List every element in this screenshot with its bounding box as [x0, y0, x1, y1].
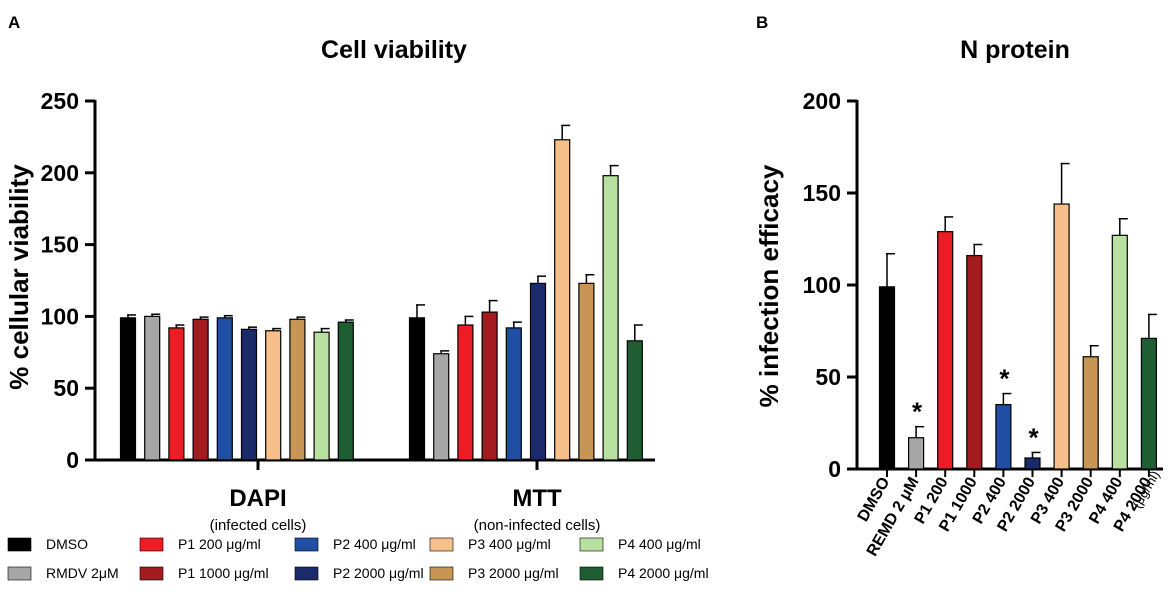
- bar-p4-400: [1111, 234, 1128, 470]
- panel-b-title: N protein: [960, 36, 1070, 64]
- bar-p4-2000: [1140, 337, 1158, 470]
- bar-mtt-p4-2000-g-ml: [626, 340, 643, 461]
- legend-label-p3-2000-g-ml: P3 2000 μg/ml: [468, 565, 559, 581]
- legend-swatch-p4-400-g-ml: [579, 537, 604, 552]
- bar-dapi-p1-1000-g-ml: [192, 318, 209, 461]
- y-tick-label-200: 200: [803, 88, 841, 114]
- y-tick-label-0: 0: [828, 456, 841, 482]
- legend: DMSO RMDV 2μM P1 200 μg/ml P1 1000 μg/ml P2 …: [7, 536, 709, 581]
- y-tick-label-150: 150: [803, 180, 841, 206]
- y-tick-label-200: 200: [41, 160, 79, 186]
- y-tick-label-0: 0: [66, 447, 79, 473]
- legend-label-p3-400-g-ml: P3 400 μg/ml: [468, 536, 551, 552]
- legend-swatch-p1-1000-g-ml: [139, 566, 164, 581]
- bar-mtt-p4-400-g-ml: [602, 175, 619, 461]
- bar-p2-2000: [1024, 457, 1041, 470]
- panel-a-letter: A: [8, 13, 20, 32]
- bar-dapi-p2-400-g-ml: [216, 317, 233, 461]
- bar-dapi-p3-2000-g-ml: [289, 318, 306, 461]
- bar-dmso: [878, 286, 896, 470]
- group-label-mtt: MTT: [512, 485, 562, 512]
- bar-dapi-p3-400-g-ml: [265, 330, 282, 461]
- y-tick-label-250: 250: [41, 88, 79, 114]
- panel-b: B N protein % infection efficacy 0 50 100 1…: [754, 13, 1163, 559]
- legend-label-rmdv-2-m: RMDV 2μM: [46, 565, 119, 581]
- legend-label-p1-200-g-ml: P1 200 μg/ml: [178, 536, 261, 552]
- legend-label-p4-400-g-ml: P4 400 μg/ml: [618, 536, 701, 552]
- y-tick-label-50: 50: [53, 375, 79, 401]
- significance-p2-2000: *: [1028, 422, 1039, 452]
- legend-swatch-dmso: [7, 537, 32, 552]
- legend-swatch-p4-2000-g-ml: [579, 566, 604, 581]
- panel-b-ylabel: % infection efficacy: [754, 164, 784, 407]
- group-label-dapi: DAPI: [229, 485, 286, 512]
- bar-dapi-p2-2000-g-ml: [240, 328, 258, 461]
- bar-remd-2-m: [907, 437, 925, 470]
- legend-swatch-rmdv-2-m: [7, 566, 32, 581]
- bar-dapi-p4-2000-g-ml: [337, 321, 354, 461]
- panel-a-title: Cell viability: [321, 36, 467, 64]
- bar-mtt-p3-2000-g-ml: [578, 282, 595, 461]
- bar-p3-2000: [1082, 356, 1099, 470]
- legend-swatch-p2-2000-g-ml: [294, 566, 319, 581]
- y-tick-label-50: 50: [815, 364, 841, 390]
- panel-a: A Cell viability % cellular viability 0 5…: [4, 13, 655, 534]
- bar-p3-400: [1053, 203, 1070, 470]
- legend-label-p2-400-g-ml: P2 400 μg/ml: [333, 536, 416, 552]
- bar-mtt-p1-200-g-ml: [457, 324, 474, 461]
- legend-swatch-p1-200-g-ml: [139, 537, 164, 552]
- bar-mtt-p3-400-g-ml: [554, 139, 571, 461]
- panel-a-ylabel: % cellular viability: [4, 164, 34, 390]
- panel-b-bars: * * *: [878, 162, 1158, 470]
- bar-p1-200: [937, 231, 954, 470]
- significance-p2-400: *: [999, 364, 1010, 394]
- legend-label-p1-1000-g-ml: P1 1000 μg/ml: [178, 565, 269, 581]
- legend-label-p4-2000-g-ml: P4 2000 μg/ml: [618, 565, 709, 581]
- panel-a-axes: 0 50 100 150 200 250: [41, 88, 655, 473]
- y-tick-label-100: 100: [41, 303, 79, 329]
- legend-label-p2-2000-g-ml: P2 2000 μg/ml: [333, 565, 424, 581]
- bar-dapi-p4-400-g-ml: [313, 331, 330, 461]
- bar-dapi-dmso: [119, 317, 137, 461]
- bar-dapi-p1-200-g-ml: [168, 327, 185, 461]
- group-sublabel-mtt: (non-infected cells): [474, 517, 601, 534]
- bar-mtt-rmdv-2-m: [433, 353, 450, 461]
- y-tick-label-150: 150: [41, 232, 79, 258]
- legend-label-dmso: DMSO: [46, 536, 88, 552]
- bar-mtt-p2-400-g-ml: [505, 327, 522, 461]
- panel-b-letter: B: [756, 13, 768, 32]
- legend-swatch-p2-400-g-ml: [294, 537, 319, 552]
- y-tick-label-100: 100: [803, 272, 841, 298]
- bar-p2-400: [995, 404, 1012, 470]
- bar-p1-1000: [966, 254, 983, 470]
- panel-a-bars: [119, 124, 643, 461]
- significance-remd-2-m: *: [912, 397, 923, 427]
- legend-swatch-p3-2000-g-ml: [429, 566, 454, 581]
- bar-dapi-rmdv-2-m: [144, 315, 161, 461]
- panel-b-axes: 0 50 100 150 200: [803, 88, 1163, 482]
- bar-mtt-dmso: [408, 317, 426, 461]
- bar-mtt-p1-1000-g-ml: [481, 311, 498, 461]
- group-sublabel-dapi: (infected cells): [210, 517, 307, 534]
- bar-mtt-p2-2000-g-ml: [529, 282, 547, 461]
- legend-swatch-p3-400-g-ml: [429, 537, 454, 552]
